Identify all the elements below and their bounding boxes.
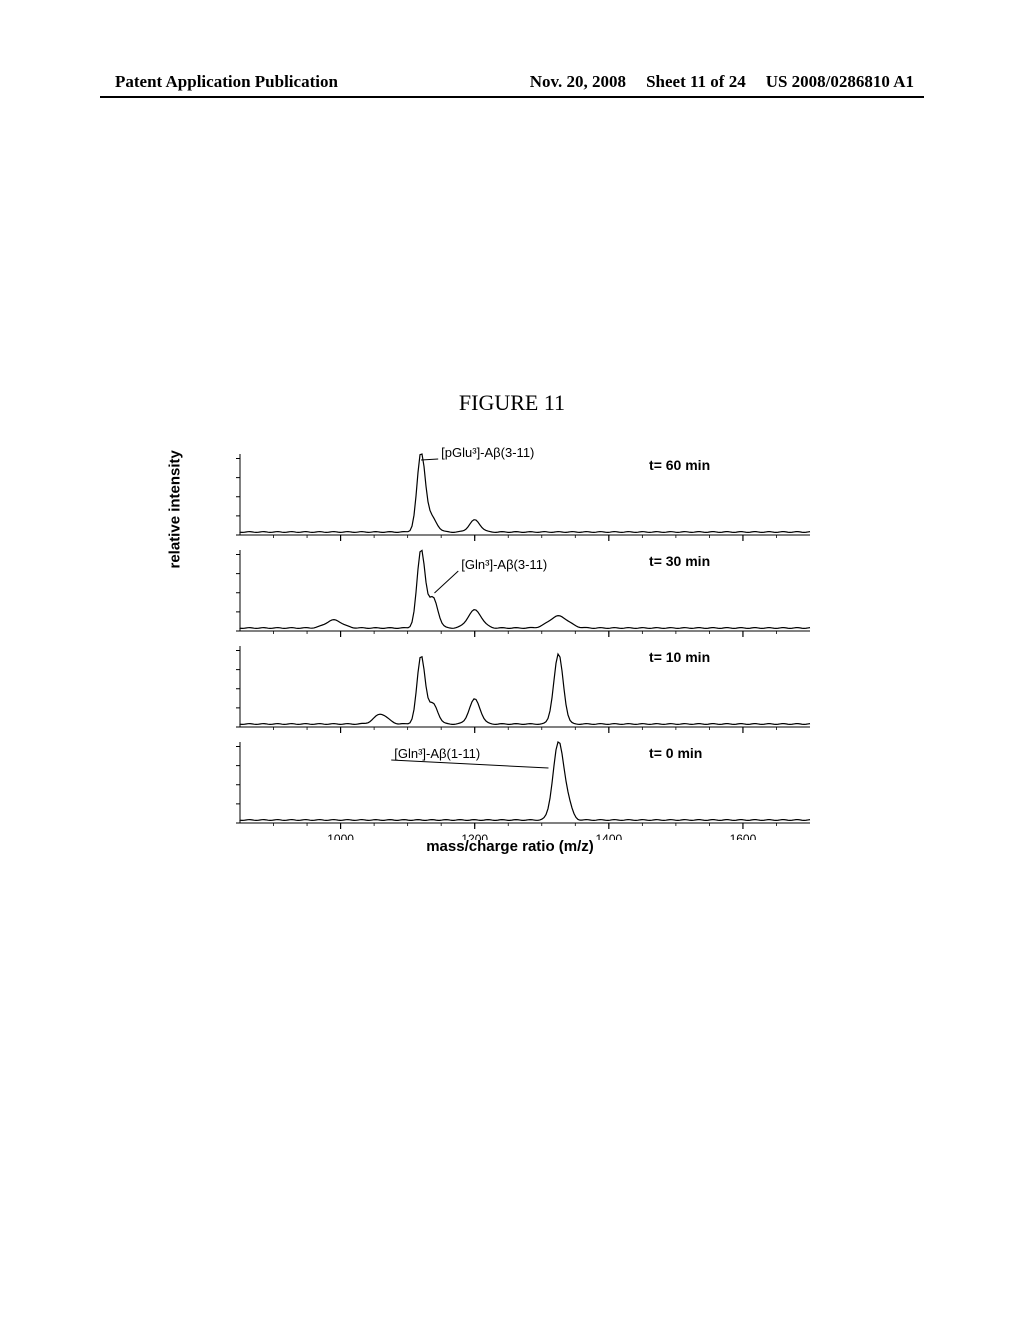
header-divider [100,96,924,98]
svg-text:t= 10 min: t= 10 min [649,649,710,665]
y-axis-label: relative intensity [167,450,184,568]
svg-text:t= 60 min: t= 60 min [649,457,710,473]
x-axis-label: mass/charge ratio (m/z) [200,838,820,855]
header-right-group: Nov. 20, 2008 Sheet 11 of 24 US 2008/028… [530,72,914,92]
header-publication-type: Patent Application Publication [115,72,338,92]
header-date: Nov. 20, 2008 [530,72,626,92]
figure-title: FIGURE 11 [0,390,1024,416]
svg-text:[pGlu³]-Aβ(3-11): [pGlu³]-Aβ(3-11) [441,445,534,460]
mass-spectra-chart: t= 60 min [pGlu³]-Aβ(3-11) t= 30 min [Gln³]… [200,440,820,840]
svg-text:[Gln³]-Aβ(1-11): [Gln³]-Aβ(1-11) [394,746,480,761]
svg-text:t= 30 min: t= 30 min [649,553,710,569]
header-sheet: Sheet 11 of 24 [646,72,746,92]
header-pubno: US 2008/0286810 A1 [766,72,914,92]
document-header: Patent Application Publication Nov. 20, … [0,72,1024,92]
chart-svg: t= 60 min [pGlu³]-Aβ(3-11) t= 30 min [Gln³]… [200,440,820,840]
svg-text:[Gln³]-Aβ(3-11): [Gln³]-Aβ(3-11) [461,557,547,572]
svg-text:t= 0 min: t= 0 min [649,745,702,761]
